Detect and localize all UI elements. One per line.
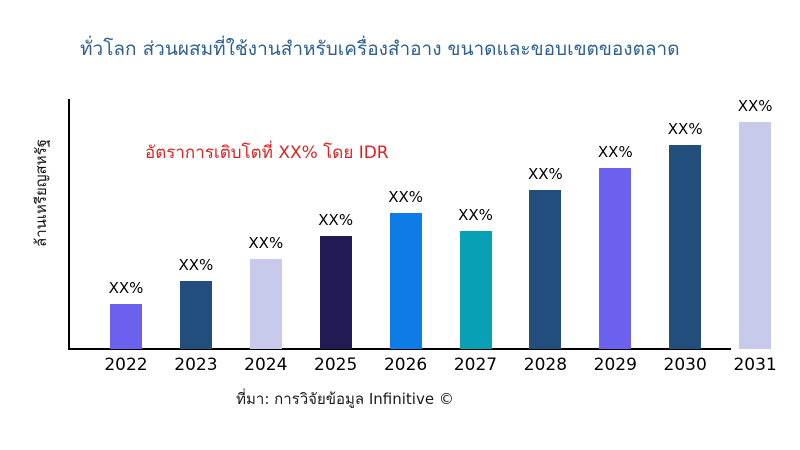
- source-note: ที่มา: การวิจัยข้อมูล Infinitive ©: [236, 390, 454, 408]
- x-tick-label-2027: 2027: [453, 355, 498, 375]
- bar-2022: [110, 304, 142, 349]
- y-axis-line: [68, 99, 70, 349]
- bar-value-label-2027: XX%: [458, 206, 493, 224]
- bar-value-label-2028: XX%: [527, 165, 563, 183]
- bar-value-label-2029: XX%: [597, 143, 633, 161]
- bar-value-label-2031: XX%: [737, 97, 773, 115]
- growth-rate-annotation: อัตราการเติบโตที่ XX% โดย IDR: [145, 143, 389, 163]
- x-tick-label-2030: 2030: [663, 355, 707, 375]
- x-tick-label-2023: 2023: [174, 355, 218, 375]
- x-tick-label-2022: 2022: [104, 355, 148, 375]
- x-tick-label-2029: 2029: [593, 355, 637, 375]
- bar-2031: [739, 122, 772, 349]
- bar-value-label-2024: XX%: [248, 234, 284, 252]
- bar-value-label-2026: XX%: [388, 188, 423, 206]
- bar-value-label-2025: XX%: [318, 211, 354, 229]
- bar-2025: [319, 236, 352, 349]
- x-tick-label-2025: 2025: [314, 355, 358, 375]
- bar-2024: [249, 259, 282, 349]
- bar-2026: [389, 213, 422, 349]
- x-tick-label-2031: 2031: [733, 355, 777, 375]
- bar-2023: [179, 281, 212, 349]
- bar-value-label-2022: XX%: [108, 279, 144, 297]
- x-tick-label-2028: 2028: [523, 355, 568, 375]
- y-axis-label: ล้านเหรียญสหรัฐ: [32, 139, 50, 247]
- x-axis-line: [68, 348, 731, 350]
- chart-title: ทั่วโลก ส่วนผสมที่ใช้งานสำหรับเครื่องสำอ…: [80, 38, 680, 60]
- bar-2030: [669, 145, 702, 349]
- x-tick-label-2024: 2024: [244, 355, 288, 375]
- bar-2029: [599, 168, 632, 349]
- x-tick-label-2026: 2026: [383, 355, 428, 375]
- bar-2027: [459, 231, 492, 349]
- bar-value-label-2023: XX%: [178, 256, 214, 274]
- bar-value-label-2030: XX%: [667, 120, 703, 138]
- bar-2028: [529, 190, 562, 349]
